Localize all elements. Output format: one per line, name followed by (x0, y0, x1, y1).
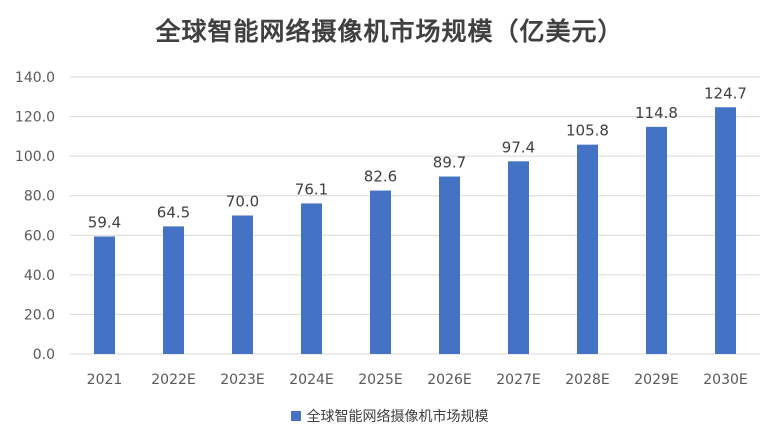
x-tick-label: 2024E (289, 372, 333, 388)
y-tick-label: 100.0 (15, 149, 55, 165)
y-tick-label: 80.0 (24, 189, 55, 205)
y-tick-label: 60.0 (24, 228, 55, 244)
data-label: 76.1 (295, 180, 328, 198)
bar (439, 176, 460, 354)
bar (715, 107, 736, 354)
x-tick-label: 2023E (220, 372, 264, 388)
x-tick-label: 2021 (87, 372, 123, 388)
data-label: 82.6 (364, 168, 397, 186)
y-tick-label: 20.0 (24, 307, 55, 323)
y-tick-label: 140.0 (15, 70, 55, 86)
bar (577, 144, 598, 354)
data-label: 97.4 (502, 138, 535, 156)
data-label: 89.7 (433, 154, 466, 172)
data-label: 70.0 (226, 193, 259, 211)
x-tick-label: 2022E (151, 372, 195, 388)
data-label: 124.7 (704, 84, 747, 102)
bar (646, 126, 667, 354)
legend-label: 全球智能网络摄像机市场规模 (306, 409, 489, 425)
data-label: 59.4 (88, 213, 121, 231)
bar (94, 236, 115, 354)
x-tick-label: 2026E (427, 372, 471, 388)
data-label: 105.8 (566, 122, 609, 140)
y-tick-label: 0.0 (33, 347, 55, 363)
bar (370, 190, 391, 354)
x-tick-label: 2029E (634, 372, 678, 388)
x-tick-label: 2025E (358, 372, 402, 388)
bar (163, 226, 184, 354)
data-label: 114.8 (635, 104, 678, 122)
bar (301, 203, 322, 354)
chart-title: 全球智能网络摄像机市场规模（亿美元） (155, 17, 624, 46)
y-tick-label: 120.0 (15, 110, 55, 126)
legend-swatch (290, 411, 301, 421)
bar (232, 215, 253, 354)
x-tick-label: 2028E (565, 372, 609, 388)
data-label: 64.5 (157, 203, 190, 221)
x-tick-label: 2030E (703, 372, 747, 388)
bar (508, 161, 529, 354)
x-tick-label: 2027E (496, 372, 540, 388)
y-tick-label: 40.0 (24, 268, 55, 284)
legend: 全球智能网络摄像机市场规模 (0, 406, 779, 426)
